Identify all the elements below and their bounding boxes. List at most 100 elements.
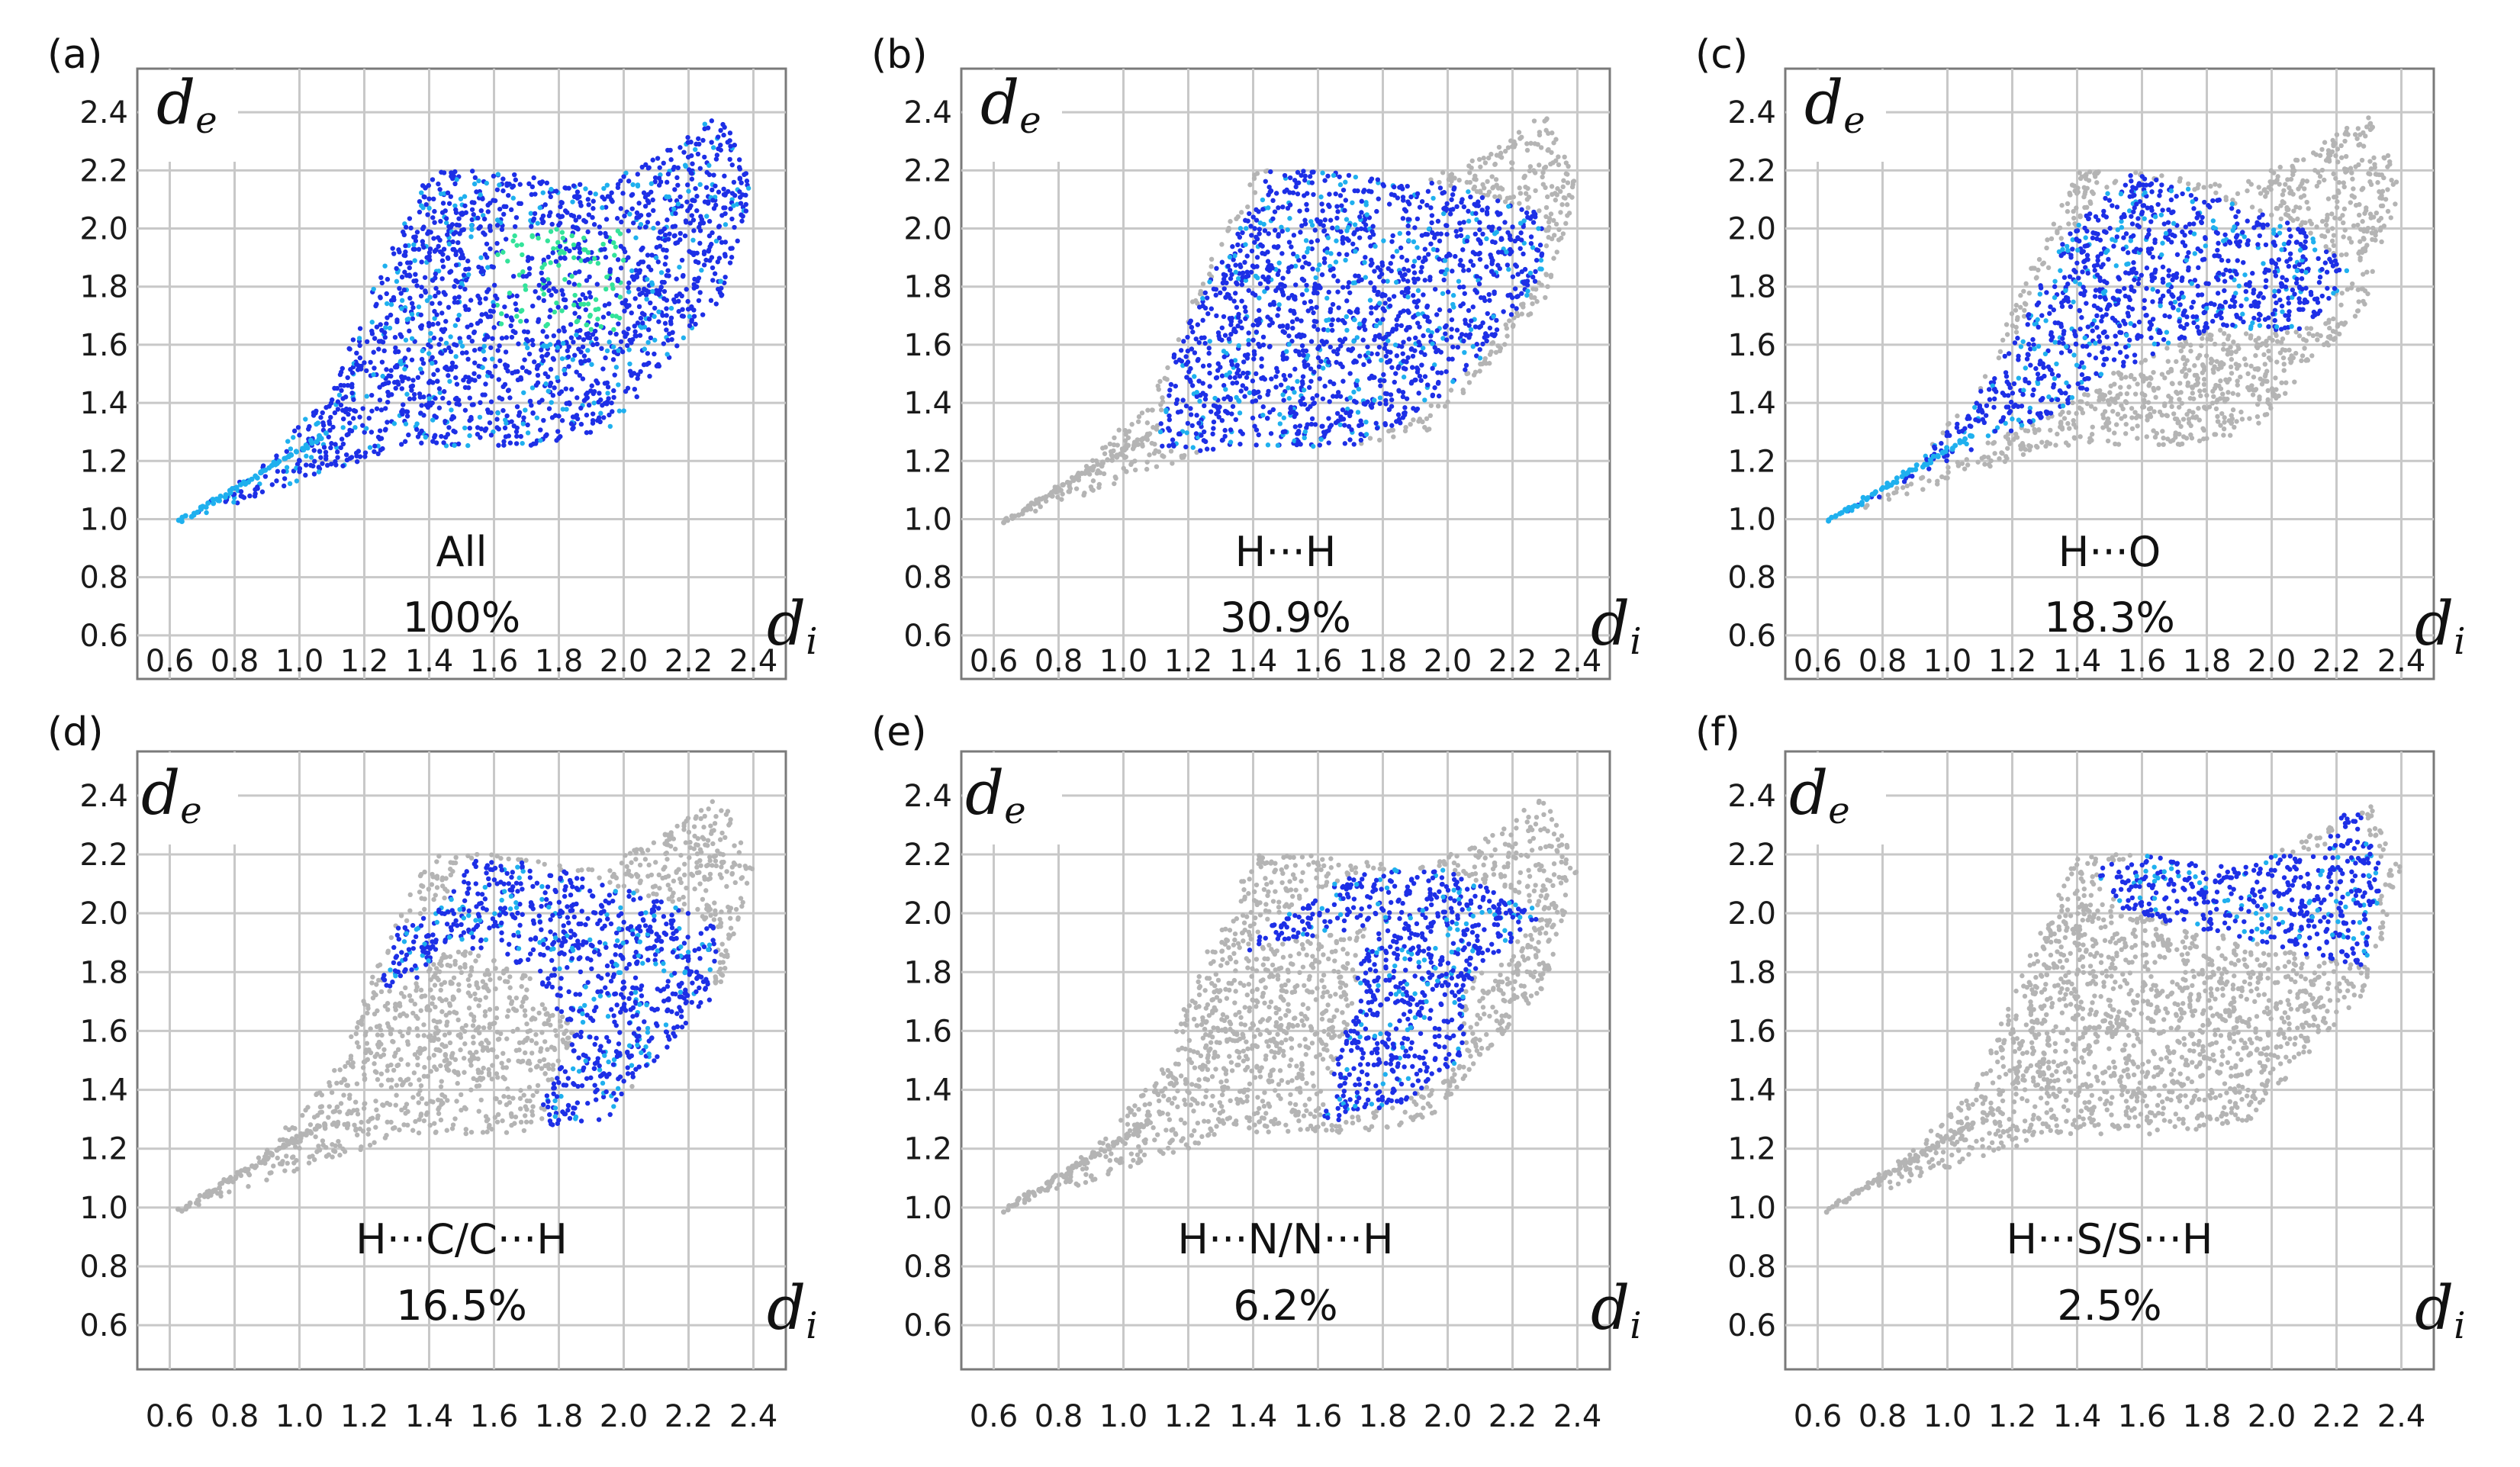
highlight-point bbox=[650, 288, 655, 294]
highlight-point bbox=[1319, 201, 1324, 207]
gray-point bbox=[2308, 230, 2313, 236]
highlight-point bbox=[1510, 274, 1516, 279]
highlight-point bbox=[587, 274, 592, 280]
highlight-point bbox=[425, 212, 430, 217]
highlight-point bbox=[1301, 352, 1306, 358]
gray-point bbox=[1530, 286, 1536, 291]
highlight-point bbox=[1372, 288, 1377, 294]
highlight-point bbox=[454, 401, 459, 407]
highlight-point bbox=[335, 399, 341, 404]
highlight-point bbox=[459, 281, 465, 286]
highlight-point bbox=[1461, 220, 1466, 225]
highlight-point bbox=[1176, 431, 1182, 437]
y-tick-label: 1.0 bbox=[903, 502, 952, 537]
gray-point bbox=[1481, 156, 1486, 161]
gray-point bbox=[1238, 210, 1244, 215]
gray-point bbox=[1505, 195, 1510, 201]
gray-point bbox=[2281, 368, 2287, 373]
highlight-point bbox=[495, 410, 500, 416]
gray-point bbox=[2208, 183, 2213, 189]
highlight-point bbox=[1221, 286, 1227, 291]
gray-point bbox=[1467, 170, 1472, 175]
x-tick-label: 1.6 bbox=[1294, 644, 1343, 679]
highlight-point bbox=[1178, 348, 1184, 353]
gray-point bbox=[2184, 341, 2189, 346]
highlight-point bbox=[1196, 339, 1202, 346]
highlight-point bbox=[1494, 317, 1499, 323]
gray-point bbox=[2186, 417, 2192, 422]
highlight-point bbox=[645, 276, 650, 282]
highlight-point bbox=[620, 191, 626, 196]
highlight-point bbox=[445, 232, 450, 237]
highlight-point bbox=[559, 200, 565, 206]
gray-point bbox=[2142, 358, 2148, 363]
highlight-point bbox=[1478, 240, 1483, 246]
gray-point bbox=[1090, 487, 1096, 493]
y-tick-label: 2.2 bbox=[1727, 153, 1776, 188]
highlight-point bbox=[1302, 435, 1307, 441]
gray-point bbox=[2077, 170, 2082, 175]
highlight-point bbox=[1435, 370, 1440, 375]
highlight-point bbox=[1263, 179, 1268, 184]
gray-point bbox=[2045, 265, 2052, 271]
gray-point bbox=[2278, 339, 2284, 346]
highlight-point bbox=[468, 234, 474, 240]
highlight-point bbox=[721, 191, 727, 198]
highlight-point bbox=[482, 232, 488, 237]
gray-point bbox=[2290, 165, 2296, 170]
highlight-point bbox=[1392, 379, 1397, 385]
highlight-point bbox=[1325, 327, 1331, 333]
highlight-point bbox=[626, 347, 632, 352]
gray-point bbox=[2010, 323, 2016, 329]
highlight-point bbox=[568, 421, 574, 426]
highlight-point bbox=[1414, 216, 1421, 222]
highlight-point bbox=[1265, 392, 1270, 397]
highlight-point bbox=[1444, 201, 1450, 207]
gray-point bbox=[2308, 326, 2314, 331]
highlight-point bbox=[1254, 217, 1260, 223]
gray-point bbox=[2087, 169, 2093, 175]
highlight-point bbox=[1450, 378, 1456, 384]
gray-point bbox=[1112, 481, 1117, 487]
highlight-point bbox=[671, 164, 677, 170]
highlight-point bbox=[529, 224, 534, 230]
y-tick-label: 1.6 bbox=[1727, 328, 1776, 363]
gray-point bbox=[1564, 202, 1570, 208]
highlight-point bbox=[1352, 222, 1358, 227]
highlight-point bbox=[1377, 401, 1382, 407]
highlight-point bbox=[540, 190, 546, 195]
highlight-point bbox=[516, 201, 522, 206]
highlight-point bbox=[1346, 172, 1352, 179]
highlight-point bbox=[1466, 267, 1472, 273]
highlight-point bbox=[1385, 278, 1390, 284]
highlight-point bbox=[657, 243, 663, 249]
highlight-point bbox=[1352, 188, 1357, 194]
highlight-point bbox=[665, 337, 671, 343]
highlight-point bbox=[423, 402, 429, 408]
highlight-point bbox=[1229, 362, 1235, 368]
highlight-point bbox=[1464, 238, 1470, 244]
highlight-point bbox=[1480, 341, 1485, 347]
highlight-point bbox=[577, 246, 582, 251]
highlight-point bbox=[1419, 265, 1424, 270]
highlight-point bbox=[603, 286, 609, 292]
highlight-point bbox=[545, 351, 551, 357]
highlight-point bbox=[649, 189, 654, 195]
highlight-point bbox=[1344, 252, 1350, 257]
highlight-point bbox=[1394, 249, 1400, 254]
highlight-point bbox=[482, 252, 488, 257]
highlight-point bbox=[1415, 288, 1421, 294]
gray-point bbox=[2108, 383, 2113, 389]
highlight-point bbox=[740, 192, 745, 198]
highlight-point bbox=[562, 297, 568, 303]
highlight-point bbox=[709, 140, 714, 145]
highlight-point bbox=[577, 372, 583, 378]
highlight-point bbox=[435, 378, 440, 384]
highlight-point bbox=[1220, 280, 1226, 286]
gray-point bbox=[1997, 349, 2003, 355]
highlight-point bbox=[1316, 344, 1322, 349]
gray-point bbox=[2222, 420, 2227, 425]
highlight-point bbox=[548, 307, 553, 313]
highlight-point bbox=[565, 348, 570, 353]
highlight-point bbox=[556, 328, 562, 333]
